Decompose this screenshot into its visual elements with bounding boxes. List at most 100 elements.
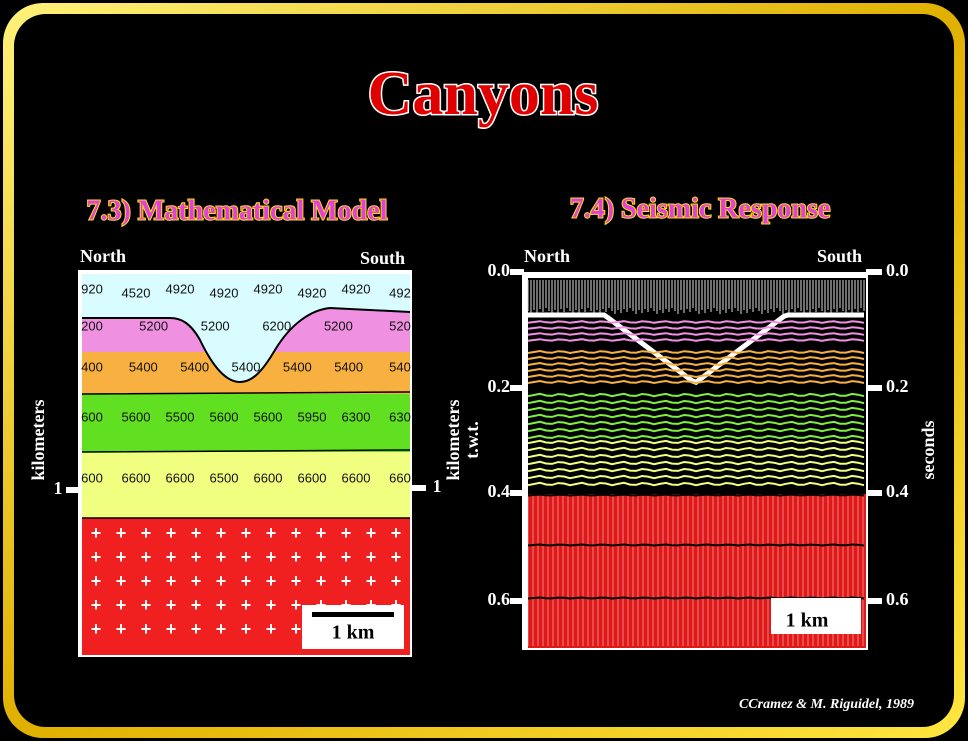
plus-sign: + <box>141 619 152 639</box>
velocity-label: 540 <box>389 359 411 374</box>
velocity-label: 5400 <box>180 359 209 374</box>
plus-sign: + <box>116 523 127 543</box>
velocity-label: 5600 <box>122 409 151 424</box>
reflector <box>527 439 865 445</box>
plus-sign: + <box>216 523 227 543</box>
plus-sign: + <box>241 547 252 567</box>
reflector <box>527 413 865 419</box>
reflector <box>527 392 865 398</box>
tick-label: 0.4 <box>886 481 909 501</box>
velocity-label: 5400 <box>334 359 363 374</box>
plus-sign: + <box>241 619 252 639</box>
tick <box>866 269 882 275</box>
plus-sign: + <box>216 571 227 591</box>
reflector <box>527 349 865 355</box>
north-label: North <box>80 246 126 266</box>
velocity-label: 4520 <box>122 285 151 300</box>
axis-label: kilometers <box>443 400 463 481</box>
reflector <box>527 543 865 547</box>
plus-sign: + <box>166 547 177 567</box>
plus-sign: + <box>266 523 277 543</box>
plus-sign: + <box>191 571 202 591</box>
reflector <box>527 596 865 600</box>
reflector <box>527 453 865 459</box>
plus-sign: + <box>391 571 402 591</box>
reflector <box>527 320 865 324</box>
reflector <box>527 361 865 367</box>
velocity-label: 6600 <box>166 470 195 485</box>
plus-sign: + <box>216 547 227 567</box>
plus-sign: + <box>291 595 302 615</box>
reflector <box>527 373 865 379</box>
velocity-label: 4920 <box>342 281 371 296</box>
reflector <box>527 434 865 440</box>
velocity-labels: 920 4520 4920 4920 4920 4920 4920 492 200 5200 520… <box>81 281 411 485</box>
velocity-label: 492 <box>389 285 411 300</box>
tick <box>66 487 80 493</box>
plus-sign: + <box>166 523 177 543</box>
plus-sign: + <box>241 571 252 591</box>
plus-sign: + <box>266 571 277 591</box>
plus-sign: + <box>91 523 102 543</box>
tick-label: 0.0 <box>488 260 511 280</box>
velocity-label: 6600 <box>298 470 327 485</box>
south-label: South <box>817 246 862 266</box>
velocity-label: 4920 <box>254 281 283 296</box>
reflector <box>527 338 865 342</box>
plus-sign: + <box>316 571 327 591</box>
plus-sign: + <box>166 595 177 615</box>
tick <box>866 385 882 391</box>
plus-sign: + <box>391 523 402 543</box>
reflector <box>527 406 865 412</box>
reflector <box>527 379 865 385</box>
velocity-label: 4920 <box>298 285 327 300</box>
reflector <box>527 332 865 336</box>
plus-sign: + <box>266 619 277 639</box>
velocity-label: 6600 <box>122 470 151 485</box>
velocity-label: 200 <box>81 318 103 333</box>
scale-label: 1 km <box>786 610 829 632</box>
velocity-label: 5950 <box>298 409 327 424</box>
tick <box>510 490 524 496</box>
axis-label: seconds <box>918 420 938 479</box>
tick <box>412 485 426 491</box>
tick-label: 1 <box>433 476 442 496</box>
plus-sign: + <box>141 595 152 615</box>
plus-sign: + <box>266 595 277 615</box>
velocity-label: 5400 <box>232 359 261 374</box>
plus-sign: + <box>291 571 302 591</box>
velocity-label: 5200 <box>201 318 230 333</box>
tick <box>510 598 524 604</box>
tick-label: 0.0 <box>886 260 909 280</box>
velocity-label: 6600 <box>254 470 283 485</box>
velocity-label: 660 <box>389 470 411 485</box>
velocity-label: 600 <box>81 470 103 485</box>
plus-sign: + <box>316 547 327 567</box>
north-label: North <box>524 246 570 266</box>
velocity-label: 6200 <box>262 318 291 333</box>
seismic-traces <box>527 278 866 648</box>
reflector <box>527 481 865 487</box>
reflector <box>527 427 865 433</box>
plus-sign: + <box>116 619 127 639</box>
plus-sign: + <box>366 523 377 543</box>
plus-sign: + <box>366 571 377 591</box>
plus-sign: + <box>166 619 177 639</box>
plus-sign: + <box>191 619 202 639</box>
reflector <box>527 326 865 330</box>
velocity-label: 5600 <box>254 409 283 424</box>
plus-sign: + <box>241 523 252 543</box>
plus-sign: + <box>166 571 177 591</box>
velocity-label: 5400 <box>129 359 158 374</box>
plus-sign: + <box>116 547 127 567</box>
plus-sign: + <box>291 619 302 639</box>
velocity-label: 6300 <box>342 409 371 424</box>
plus-sign: + <box>216 595 227 615</box>
tick <box>866 598 882 604</box>
time-axis: 0.0 0.2 0.4 0.6 0.0 0.2 0.4 0.6 <box>488 260 909 609</box>
left-heading: 7.3) Mathematical Model <box>87 195 388 226</box>
velocity-label: 400 <box>81 359 103 374</box>
tick-label: 0.2 <box>488 376 511 396</box>
axis-label: kilometers <box>28 400 48 481</box>
